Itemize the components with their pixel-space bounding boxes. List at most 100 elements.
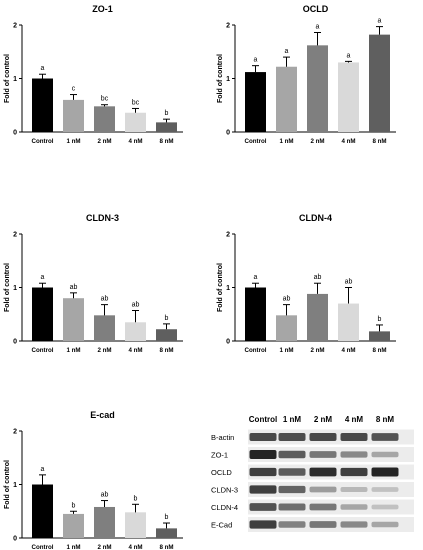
significance-letter: b xyxy=(72,502,76,509)
blot-band xyxy=(278,468,306,476)
blot-band xyxy=(309,433,337,441)
blot-band xyxy=(249,520,277,529)
significance-letter: ab xyxy=(345,279,353,286)
significance-letter: bc xyxy=(101,96,109,103)
significance-letter: a xyxy=(285,48,289,55)
bar xyxy=(125,512,146,538)
y-tick-label: 2 xyxy=(13,23,17,30)
blot-column-label: 2 nM xyxy=(314,415,333,424)
y-tick-label: 1 xyxy=(13,285,17,292)
blot-band xyxy=(340,487,368,492)
bar xyxy=(94,315,115,341)
blot-band xyxy=(309,503,337,511)
blot-band xyxy=(371,433,399,441)
blot-band xyxy=(249,485,277,494)
category-label: 8 nM xyxy=(372,347,386,354)
category-label: Control xyxy=(32,347,54,354)
chart-title: ZO-1 xyxy=(92,4,113,14)
significance-letter: a xyxy=(41,65,45,72)
y-axis-label: Fold of control xyxy=(217,263,224,312)
category-label: 4 nM xyxy=(128,347,142,354)
blot-column-label: 1 nM xyxy=(283,415,302,424)
bar xyxy=(156,329,177,341)
category-label: 8 nM xyxy=(159,138,173,145)
y-axis-label: Fold of control xyxy=(4,263,11,312)
chart-panel: E-cad Fold of control 0 1 2 a Control b 1 nM ab 2 … xyxy=(4,410,183,550)
blot-band xyxy=(309,521,337,528)
category-label: Control xyxy=(245,347,267,354)
blot-band xyxy=(340,521,368,528)
significance-letter: a xyxy=(254,274,258,281)
significance-letter: ab xyxy=(283,296,291,303)
blot-row-label: OCLD xyxy=(211,468,232,477)
y-tick-label: 2 xyxy=(13,232,17,239)
blot-row-label: E-Cad xyxy=(211,521,232,530)
significance-letter: a xyxy=(254,57,258,64)
significance-letter: ab xyxy=(314,274,322,281)
y-tick-label: 1 xyxy=(13,76,17,83)
category-label: 1 nM xyxy=(66,138,80,145)
category-label: 2 nM xyxy=(310,138,324,145)
blot-row-label: B-actin xyxy=(211,433,234,442)
y-tick-label: 1 xyxy=(13,482,17,489)
category-label: 4 nM xyxy=(128,544,142,550)
bar xyxy=(369,34,390,132)
blot-band xyxy=(371,451,399,458)
category-label: 2 nM xyxy=(97,544,111,550)
category-label: 2 nM xyxy=(97,138,111,145)
blot-band xyxy=(371,487,399,492)
bar xyxy=(125,322,146,341)
blot-band xyxy=(278,485,306,494)
blot-band xyxy=(309,451,337,458)
category-label: Control xyxy=(32,544,54,550)
bar xyxy=(63,513,84,538)
significance-letter: ab xyxy=(101,492,109,499)
blot-band xyxy=(278,503,306,511)
blot-band xyxy=(278,433,306,441)
blot-column-label: 4 nM xyxy=(345,415,364,424)
bar xyxy=(307,293,328,341)
blot-band xyxy=(371,504,399,510)
significance-letter: b xyxy=(165,514,169,521)
y-axis-label: Fold of control xyxy=(4,54,11,103)
significance-letter: b xyxy=(134,495,138,502)
blot-band xyxy=(249,450,277,459)
category-label: 2 nM xyxy=(310,347,324,354)
significance-letter: bc xyxy=(132,99,140,106)
chart-title: CLDN-4 xyxy=(299,213,332,223)
significance-letter: b xyxy=(378,316,382,323)
category-label: 1 nM xyxy=(279,138,293,145)
bar xyxy=(369,331,390,341)
y-tick-label: 2 xyxy=(226,232,230,239)
category-label: 4 nM xyxy=(341,347,355,354)
blot-band xyxy=(371,521,399,528)
blot-band xyxy=(309,486,337,493)
y-tick-label: 0 xyxy=(226,130,230,137)
bar xyxy=(245,72,266,132)
blot-band xyxy=(278,521,306,528)
category-label: 8 nM xyxy=(159,347,173,354)
y-tick-label: 2 xyxy=(226,23,230,30)
significance-letter: b xyxy=(165,315,169,322)
significance-letter: c xyxy=(72,86,76,93)
bar xyxy=(245,287,266,341)
category-label: 8 nM xyxy=(372,138,386,145)
chart-panel: CLDN-3 Fold of control 0 1 2 a Control ab 1 nM ab… xyxy=(4,213,183,354)
y-tick-label: 0 xyxy=(13,339,17,346)
category-label: 1 nM xyxy=(66,544,80,550)
bar xyxy=(94,506,115,538)
bar xyxy=(63,99,84,132)
blot-band xyxy=(371,467,399,477)
bar xyxy=(125,112,146,132)
chart-panel: ZO-1 Fold of control 0 1 2 a Control c 1 nM bc 2 n… xyxy=(4,4,183,145)
bar xyxy=(156,528,177,538)
blot-band xyxy=(249,433,277,441)
blot-band xyxy=(309,467,337,477)
bar xyxy=(338,303,359,341)
bar xyxy=(338,62,359,133)
blot-band xyxy=(249,503,277,511)
western-blot: Control 1 nM 2 nM 4 nM 8 nM B-actin ZO-1 OCLD CL… xyxy=(211,415,414,532)
y-axis-label: Fold of control xyxy=(217,54,224,103)
category-label: Control xyxy=(32,138,54,145)
